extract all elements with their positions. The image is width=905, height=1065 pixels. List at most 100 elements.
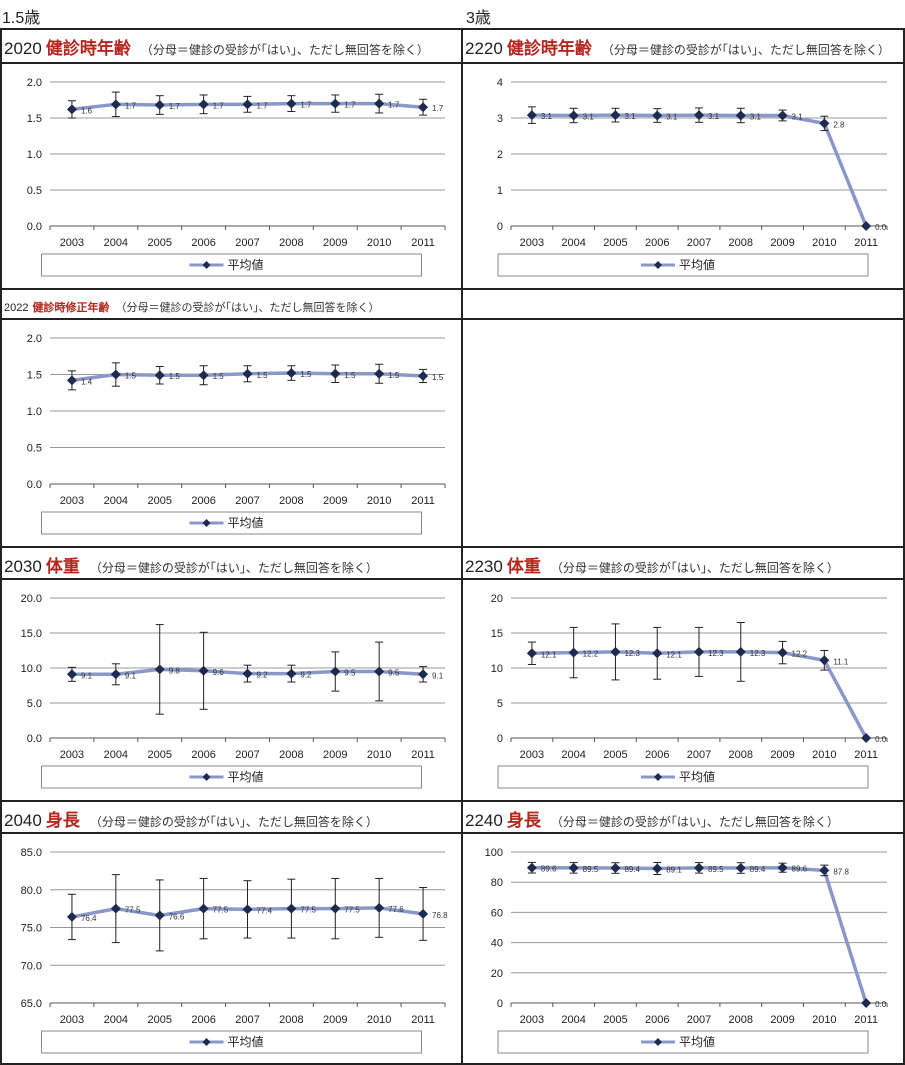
- panel-2040: 2040 身長 （分母＝健診の受診が｢はい｣、ただし無回答を除く） 65.0 70.0…: [0, 800, 463, 1065]
- x-tick-label: 2007: [235, 237, 259, 249]
- data-point: [154, 910, 165, 921]
- data-label: 3.1: [541, 112, 553, 121]
- y-tick-label: 0: [497, 733, 503, 745]
- x-tick-label: 2009: [770, 237, 794, 249]
- panel-2022: 2022 健診時修正年齢 （分母＝健診の受診が｢はい｣、ただし無回答を除く） 0.0…: [0, 288, 463, 548]
- panel-2230: 2230 体重 （分母＝健診の受診が｢はい｣、ただし無回答を除く） 0 5 10 15 20…: [461, 546, 905, 802]
- y-tick-label: 1.5: [27, 370, 42, 382]
- data-label: 9.1: [125, 671, 137, 680]
- data-label: 0.0: [875, 1000, 887, 1009]
- data-point: [568, 110, 579, 121]
- panel-empty: [461, 288, 905, 548]
- chart-2220: 0 1 2 3 4 2003 2004 2005 2006 2007 2008 2009 2010 201…: [497, 77, 888, 277]
- x-tick-label: 2006: [191, 237, 215, 249]
- x-tick-label: 2009: [323, 495, 347, 507]
- data-label: 1.5: [169, 372, 181, 381]
- x-tick-label: 2003: [520, 749, 544, 761]
- title-divider: [463, 318, 903, 320]
- data-label: 1.5: [344, 371, 356, 380]
- x-tick-label: 2009: [770, 1014, 794, 1026]
- chart-2030: 0.0 5.0 10.0 15.0 20.0 2003 2004 2005 2006 2007 20…: [21, 593, 446, 789]
- panel-note: （分母＝健診の受診が｢はい｣、ただし無回答を除く）: [550, 815, 839, 829]
- x-tick-label: 2010: [367, 1014, 391, 1026]
- data-label: 3.1: [624, 112, 636, 121]
- data-label: 3.1: [792, 112, 804, 121]
- x-tick-label: 2010: [367, 237, 391, 249]
- legend-marker: [202, 519, 211, 527]
- data-label: 89.6: [541, 865, 557, 874]
- data-label: 9.5: [388, 669, 400, 678]
- x-tick-label: 2010: [812, 749, 836, 761]
- data-point: [777, 110, 788, 121]
- panel-name: 健診時修正年齢: [32, 302, 110, 314]
- x-tick-label: 2011: [854, 749, 878, 761]
- x-tick-label: 2003: [60, 495, 84, 507]
- data-point: [110, 903, 121, 914]
- x-tick-label: 2004: [104, 237, 128, 249]
- data-label: 9.1: [432, 671, 444, 680]
- legend-box: [41, 511, 422, 535]
- data-label: 9.2: [257, 671, 269, 680]
- data-point: [735, 110, 746, 121]
- data-point: [66, 669, 77, 680]
- x-tick-label: 2009: [323, 1014, 347, 1026]
- data-point: [652, 863, 663, 874]
- data-point: [242, 668, 253, 679]
- data-label: 1.7: [125, 101, 137, 110]
- data-label: 12.3: [624, 649, 640, 658]
- x-tick-label: 2004: [104, 495, 128, 507]
- legend-box: [41, 253, 422, 277]
- data-point: [861, 733, 872, 743]
- x-tick-label: 2009: [323, 749, 347, 761]
- data-label: 89.6: [792, 865, 808, 874]
- data-label: 2.8: [833, 120, 845, 129]
- data-label: 77.5: [300, 906, 316, 915]
- y-tick-label: 1.0: [27, 406, 42, 418]
- x-tick-label: 2003: [520, 1014, 544, 1026]
- title-divider: [2, 318, 461, 320]
- x-tick-label: 2008: [729, 1014, 753, 1026]
- x-tick-label: 2010: [367, 749, 391, 761]
- legend-marker: [654, 261, 662, 269]
- y-tick-label: 10.0: [21, 663, 42, 675]
- legend-marker: [202, 1038, 211, 1046]
- data-point: [777, 647, 788, 658]
- data-label: 1.7: [388, 101, 400, 110]
- x-tick-label: 2009: [323, 237, 347, 249]
- data-label: 1.4: [81, 377, 93, 386]
- x-tick-label: 2007: [687, 749, 711, 761]
- x-tick-label: 2004: [561, 749, 585, 761]
- x-tick-label: 2008: [279, 1014, 303, 1026]
- x-tick-label: 2011: [854, 237, 878, 249]
- data-point: [154, 664, 165, 675]
- x-tick-label: 2006: [645, 237, 669, 249]
- x-tick-label: 2006: [645, 1014, 669, 1026]
- x-tick-label: 2008: [279, 495, 303, 507]
- data-point: [526, 110, 537, 121]
- data-point: [198, 370, 209, 381]
- data-label: 3.1: [750, 112, 762, 121]
- data-label: 1.5: [300, 370, 312, 379]
- data-point: [242, 904, 253, 915]
- panel-note: （分母＝健診の受診が｢はい｣、ただし無回答を除く）: [89, 815, 378, 829]
- data-point: [330, 903, 341, 914]
- data-label: 1.5: [125, 372, 137, 381]
- data-label: 1.5: [257, 371, 269, 380]
- y-tick-label: 1: [497, 185, 503, 197]
- panel-code: 2020: [4, 39, 42, 58]
- data-point: [374, 368, 385, 379]
- data-point: [777, 862, 788, 873]
- panel-note: （分母＝健診の受診が｢はい｣、ただし無回答を除く）: [89, 561, 378, 575]
- header-age-3: 3歳: [466, 10, 491, 27]
- data-point: [568, 647, 579, 658]
- data-label: 12.2: [792, 650, 808, 659]
- x-tick-label: 2003: [520, 237, 544, 249]
- data-point: [330, 98, 341, 109]
- data-label: 89.4: [624, 865, 640, 874]
- data-point: [861, 998, 872, 1008]
- data-point: [652, 648, 663, 659]
- data-point: [418, 908, 429, 919]
- legend-marker: [654, 773, 662, 781]
- x-tick-label: 2007: [235, 1014, 259, 1026]
- legend-box: [497, 765, 869, 789]
